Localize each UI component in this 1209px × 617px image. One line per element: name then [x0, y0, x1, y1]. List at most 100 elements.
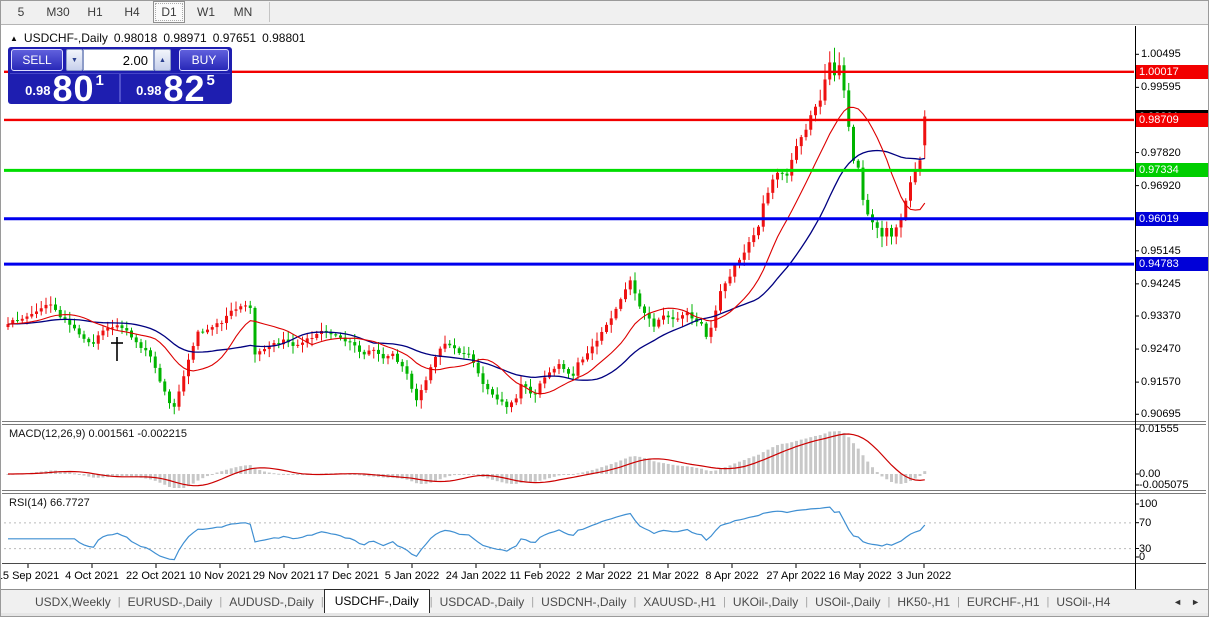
macd-axis-label: -0.005075 — [1139, 479, 1189, 491]
price-level-tag-blue: 0.94783 — [1136, 257, 1208, 272]
date-axis-label: 4 Oct 2021 — [65, 570, 119, 582]
timeframe-button-5[interactable]: 5 — [17, 5, 25, 19]
tab-separator: | — [633, 595, 637, 608]
date-axis-label: 27 Apr 2022 — [766, 570, 826, 582]
date-axis-label: 29 Nov 2021 — [252, 570, 316, 582]
collapse-icon[interactable]: ▲ — [10, 34, 18, 43]
date-axis-label: 21 Mar 2022 — [637, 570, 699, 582]
chart-tabs-bar: USDX,Weekly | EURUSD-,Daily | AUDUSD-,Daily |… — [0, 588, 1209, 613]
macd-axis-label: 0.00 — [1139, 468, 1161, 480]
timeframe-button-m30[interactable]: M30 — [46, 5, 70, 19]
volume-increase-button[interactable]: ▲ — [154, 49, 171, 71]
symbol-name: USDCHF-,Daily — [23, 31, 108, 45]
tab-separator: | — [117, 595, 121, 608]
buy-button[interactable]: BUY — [179, 49, 229, 71]
tab-audusd-daily[interactable]: AUDUSD-,Daily — [229, 594, 314, 609]
rsi-line — [8, 506, 926, 561]
buy-price-sup: 5 — [206, 72, 215, 89]
date-axis-label: 11 Feb 2022 — [509, 570, 571, 582]
tab-usdx-weekly[interactable]: USDX,Weekly — [35, 594, 111, 609]
price-axis-label: 0.94245 — [1141, 277, 1181, 290]
date-axis-label: 17 Dec 2021 — [316, 570, 380, 582]
date-axis-label: 10 Nov 2021 — [188, 570, 252, 582]
toolbar-separator — [269, 2, 270, 22]
volume-decrease-button[interactable]: ▼ — [66, 49, 83, 71]
price-axis-label: 0.92470 — [1141, 343, 1181, 356]
date-axis-label: 15 Sep 2021 — [0, 570, 60, 582]
macd-signal-line — [8, 433, 925, 487]
tab-separator: | — [1046, 595, 1050, 608]
buy-price[interactable]: 0.98 82 5 — [121, 68, 230, 105]
price-level-tag-green: 0.97334 — [1136, 163, 1208, 178]
ohlc-low: 0.97651 — [212, 31, 257, 45]
sell-price-big: 80 — [52, 68, 95, 105]
price-axis-label: 0.91570 — [1141, 376, 1181, 389]
date-axis-label: 5 Jan 2022 — [384, 570, 440, 582]
price-axis-label: 0.96920 — [1141, 179, 1181, 192]
rsi-axis-label: 100 — [1139, 498, 1158, 510]
tab-separator: | — [429, 595, 433, 608]
panel-frames — [2, 26, 1206, 589]
date-axis-label: 8 Apr 2022 — [705, 570, 759, 582]
timeframe-button-h1[interactable]: H1 — [87, 5, 103, 19]
tab-usdcad-daily[interactable]: USDCAD-,Daily — [439, 594, 525, 609]
price-axis-label: 0.95145 — [1141, 244, 1181, 257]
timeframe-button-d1[interactable]: D1 — [153, 1, 185, 23]
tab-separator: | — [805, 595, 809, 608]
tab-usdchf-daily[interactable]: USDCHF-,Daily — [323, 588, 430, 613]
price-axis-label: 0.90695 — [1141, 408, 1181, 421]
ohlc-close: 0.98801 — [262, 31, 306, 45]
tab-ukoil-daily[interactable]: UKOil-,Daily — [732, 594, 799, 609]
timeframe-button-mn[interactable]: MN — [233, 5, 253, 19]
macd-indicator-label: MACD(12,26,9) 0.001561 -0.002215 — [9, 428, 187, 440]
price-level-tag-blue: 0.96019 — [1136, 211, 1208, 226]
price-level-tag-red: 0.98709 — [1136, 112, 1208, 127]
rsi-level-lines — [4, 522, 1134, 550]
date-axis-label: 22 Oct 2021 — [126, 570, 186, 582]
macd-axis-label: 0.01555 — [1139, 423, 1179, 435]
price-axis-label: 1.00495 — [1141, 48, 1181, 61]
tab-separator: | — [957, 595, 960, 608]
window-bottom-edge — [0, 613, 1209, 617]
rsi-axis-label: 70 — [1139, 516, 1152, 529]
tab-usoil-daily[interactable]: USOil-,Daily — [815, 594, 881, 609]
ohlc-high: 0.98971 — [163, 31, 207, 45]
tab-separator: | — [887, 595, 891, 608]
tab-hk50-h1[interactable]: HK50-,H1 — [897, 594, 950, 609]
price-level-tag-red: 1.00017 — [1136, 64, 1208, 79]
date-axis-label: 2 Mar 2022 — [576, 570, 632, 582]
chart-header: ▲ USDCHF-,Daily 0.98018 0.98971 0.97651 0.988… — [10, 31, 311, 45]
rsi-axis-label: 30 — [1139, 542, 1152, 555]
sell-price-prefix: 0.98 — [25, 83, 51, 98]
volume-input[interactable] — [83, 49, 154, 71]
tab-eurusd-daily[interactable]: EURUSD-,Daily — [127, 594, 213, 609]
one-click-trading-panel: SELL ▼ ▲ BUY 0.98 80 1 0.98 82 5 — [8, 47, 232, 104]
tab-xauusd-h1[interactable]: XAUUSD-,H1 — [643, 594, 717, 609]
quote-prices: 0.98 80 1 0.98 82 5 — [10, 68, 230, 105]
timeframe-toolbar: 5 M30 H1 H4 D1 W1 MN — [0, 0, 1209, 25]
timeframe-button-w1[interactable]: W1 — [197, 5, 215, 19]
tab-usdcnh-daily[interactable]: USDCNH-,Daily — [541, 594, 627, 609]
tabs-scroll-right-icon[interactable]: ► — [1191, 596, 1200, 607]
price-axis-label: 0.99595 — [1141, 81, 1181, 94]
tab-usoil-h4[interactable]: USOil-,H4 — [1056, 594, 1111, 609]
tab-separator: | — [320, 595, 324, 608]
rsi-axis-label: 0 — [1139, 551, 1146, 563]
moving-averages-layer — [7, 106, 926, 395]
date-axis-label: 24 Jan 2022 — [445, 570, 507, 582]
buy-price-big: 82 — [163, 68, 206, 105]
sell-button[interactable]: SELL — [11, 49, 63, 71]
price-divider — [119, 74, 121, 102]
cross-marker — [111, 337, 123, 361]
tab-separator: | — [723, 595, 726, 608]
buy-price-prefix: 0.98 — [136, 83, 162, 98]
timeframe-button-h4[interactable]: H4 — [124, 5, 140, 19]
tab-eurchf-h1[interactable]: EURCHF-,H1 — [966, 594, 1040, 609]
tabs-scroll-left-icon[interactable]: ◄ — [1173, 596, 1183, 607]
ohlc-open: 0.98018 — [113, 31, 158, 45]
price-axis-label: 0.97820 — [1141, 146, 1181, 159]
sell-price-sup: 1 — [95, 72, 104, 89]
tab-separator: | — [531, 595, 535, 608]
sell-price[interactable]: 0.98 80 1 — [10, 68, 119, 105]
